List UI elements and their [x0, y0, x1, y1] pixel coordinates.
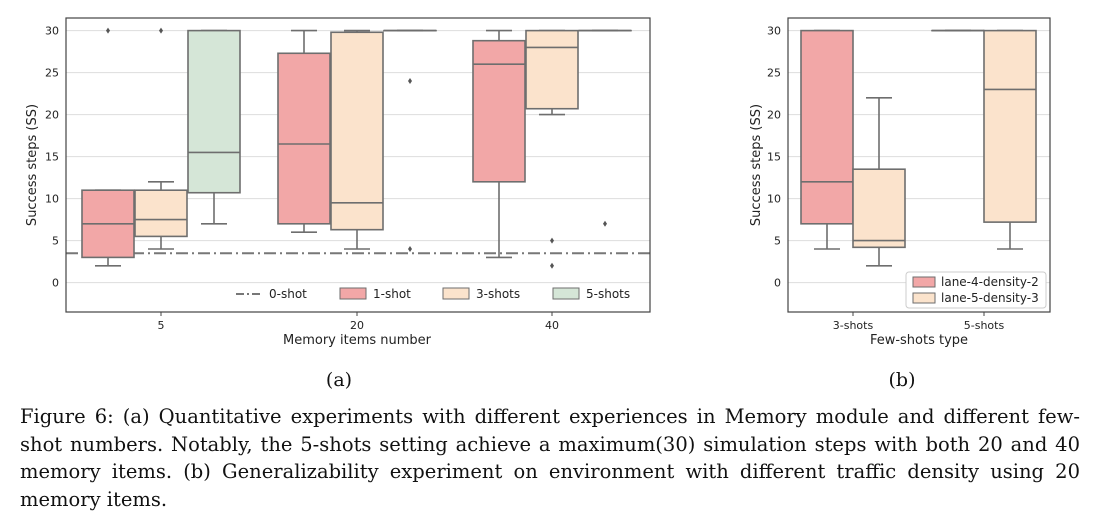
outlier-point	[603, 220, 607, 227]
legend-box	[905, 271, 1047, 309]
y-tick-label: 20	[45, 109, 59, 122]
y-tick-label: 15	[767, 151, 781, 164]
y-tick-label: 20	[767, 109, 781, 122]
box-lane-5-density-3	[983, 29, 1037, 223]
legend-label: lane-4-density-2	[941, 275, 1039, 289]
legend-label: 5-shots	[586, 287, 630, 301]
y-tick-label: 25	[767, 67, 781, 80]
x-axis-label: Memory items number	[283, 333, 432, 348]
legend-swatch	[442, 287, 470, 300]
legend-swatch	[912, 276, 936, 288]
y-tick-label: 30	[45, 25, 59, 38]
outlier-point	[106, 27, 110, 34]
y-tick-label: 0	[774, 277, 781, 290]
figure-6: 0 5 10 15 20 25 30 5 20 40 Memory items number Succ…	[25, 17, 1051, 391]
y-tick-label: 5	[52, 235, 59, 248]
legend-label: 3-shots	[476, 287, 520, 301]
x-tick-label: 5	[158, 319, 165, 332]
x-tick-label: 20	[350, 319, 364, 332]
x-tick-label: 3-shots	[833, 319, 874, 332]
box-1-shot	[472, 39, 526, 183]
legend-label: 1-shot	[373, 287, 411, 301]
x-axis-label: Few-shots type	[870, 333, 968, 348]
legend-label: 0-shot	[269, 287, 307, 301]
legend-swatch	[912, 292, 936, 304]
box-1-shot	[277, 52, 331, 225]
x-tick-label: 40	[545, 319, 559, 332]
legend-swatch	[552, 287, 580, 300]
outlier-point	[408, 78, 412, 84]
y-tick-label: 10	[767, 193, 781, 206]
y-tick-label: 25	[45, 67, 59, 80]
legend-swatch	[339, 287, 367, 300]
box-lane-5-density-3	[852, 168, 906, 249]
box-5-shots	[187, 29, 241, 194]
box-lane-4-density-2	[800, 29, 854, 225]
y-tick-label: 15	[45, 151, 59, 164]
y-tick-label: 0	[52, 277, 59, 290]
x-tick-label: 5-shots	[964, 319, 1005, 332]
plot-frame	[787, 17, 1051, 313]
y-tick-label: 30	[767, 25, 781, 38]
outlier-point	[408, 246, 412, 252]
box-3-shots	[525, 29, 579, 110]
y-tick-label: 5	[774, 235, 781, 248]
y-tick-label: 10	[45, 193, 59, 206]
plot-frame	[65, 17, 651, 313]
figure-caption: Figure 6: (a) Quantitative experiments w…	[20, 405, 1080, 511]
outlier-point	[159, 27, 163, 34]
outlier-point	[550, 262, 554, 269]
panel-label: (a)	[326, 369, 352, 391]
y-axis-label: Success steps (SS)	[749, 104, 764, 226]
panel-label: (b)	[889, 369, 916, 391]
outlier-point	[550, 237, 554, 244]
box-3-shots	[134, 189, 188, 238]
y-axis-label: Success steps (SS)	[25, 104, 40, 226]
legend-label: lane-5-density-3	[941, 291, 1039, 305]
box-3-shots	[330, 31, 384, 231]
